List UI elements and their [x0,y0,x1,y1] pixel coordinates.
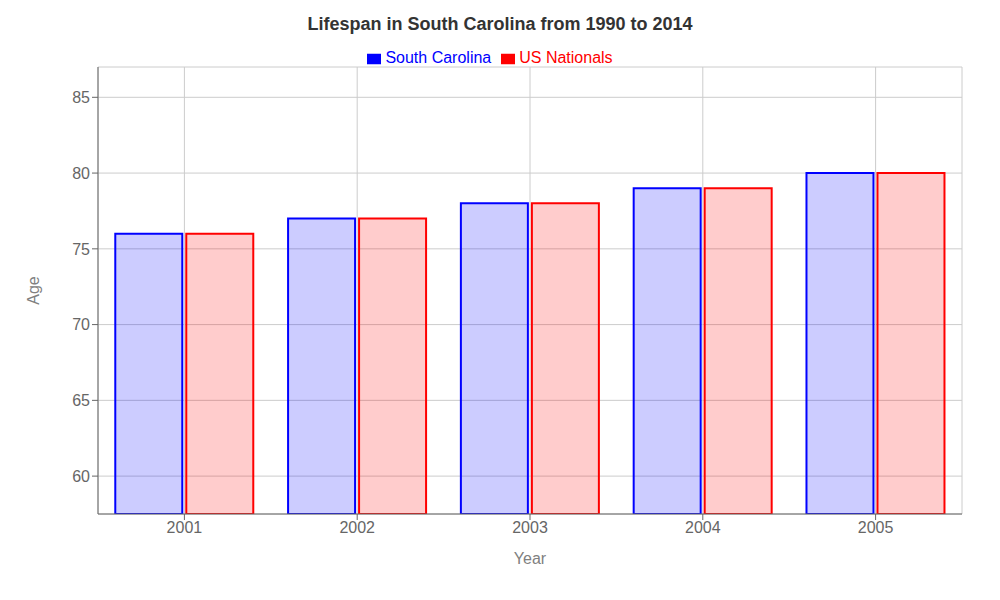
svg-text:2001: 2001 [167,519,203,536]
svg-text:Year: Year [514,550,547,567]
svg-text:85: 85 [72,89,90,106]
svg-text:60: 60 [72,468,90,485]
svg-text:75: 75 [72,241,90,258]
svg-text:2003: 2003 [512,519,548,536]
html-text:US Nationals: US Nationals [519,49,613,66]
html-text:South Carolina: South Carolina [385,49,492,66]
html-text:Lifespan in South Carolina fro: Lifespan in South Carolina from 1990 to … [307,14,693,34]
svg-text:Age: Age [25,276,42,305]
svg-text:65: 65 [72,392,90,409]
svg-text:2005: 2005 [858,519,894,536]
svg-text:70: 70 [72,316,90,333]
svg-text:80: 80 [72,165,90,182]
svg-text:2002: 2002 [339,519,375,536]
svg-text:2004: 2004 [685,519,721,536]
